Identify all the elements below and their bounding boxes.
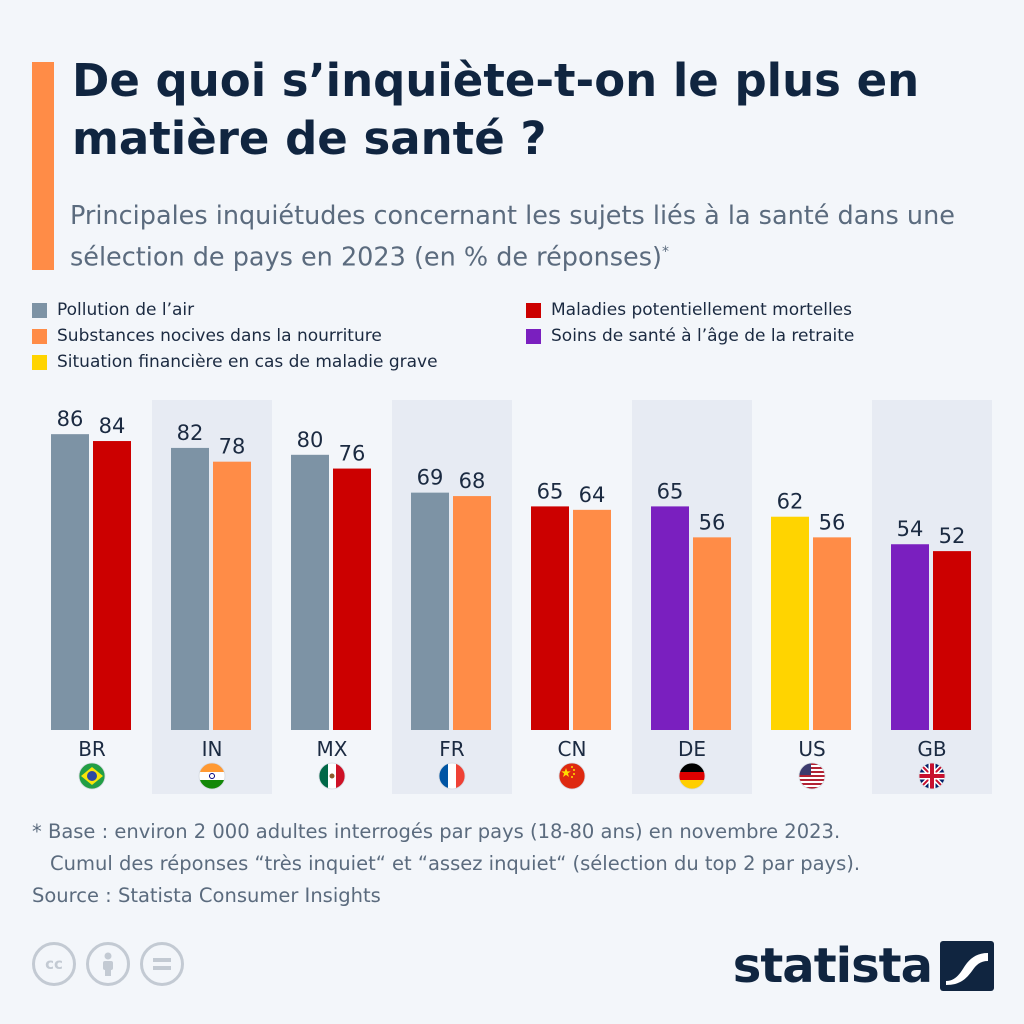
attribution-icon[interactable]: [86, 942, 130, 986]
legend-label: Maladies potentiellement mortelles: [551, 300, 853, 320]
germany-flag-icon: [678, 762, 706, 790]
column-band-fr: [392, 400, 512, 794]
bar-br-1: [51, 434, 89, 730]
usa-flag-icon: [798, 762, 826, 790]
bar-mx-2: [333, 468, 371, 730]
legend-swatch: [526, 328, 541, 344]
category-label-fr: FR: [439, 737, 465, 761]
chart-subtitle: Principales inquiétudes concernant les s…: [70, 198, 1010, 276]
statista-logo[interactable]: statista: [733, 938, 994, 994]
data-label-in-1: 82: [177, 421, 204, 445]
creative-commons-icon[interactable]: cc: [32, 942, 76, 986]
uk-flag-icon: [918, 762, 946, 790]
title-accent-bar: [32, 62, 54, 270]
legend-swatch: [32, 328, 47, 344]
legend-swatch: [32, 354, 47, 370]
chart-legend: Pollution de l’air Substances nocives da…: [32, 300, 992, 378]
data-label-cn-2: 64: [579, 483, 606, 507]
legend-item-deadly-diseases: Maladies potentiellement mortelles: [526, 300, 852, 320]
column-band-de: [632, 400, 752, 794]
data-label-us-2: 56: [819, 510, 846, 534]
data-label-mx-2: 76: [339, 442, 366, 466]
category-label-mx: MX: [317, 737, 348, 761]
bar-gb-2: [933, 551, 971, 730]
legend-item-harmful-food: Substances nocives dans la nourriture: [32, 326, 382, 346]
legend-label: Pollution de l’air: [57, 300, 195, 320]
bar-fr-1: [411, 492, 449, 730]
china-flag-icon: [558, 762, 586, 790]
footnote-source: Source : Statista Consumer Insights: [32, 884, 381, 907]
subtitle-footnote-mark: *: [661, 244, 669, 260]
legend-label: Soins de santé à l’âge de la retraite: [551, 326, 855, 346]
bar-cn-2: [573, 509, 611, 730]
column-band-gb: [872, 400, 992, 794]
category-label-gb: GB: [917, 737, 946, 761]
mexico-flag-icon: [318, 762, 346, 790]
footnote: * Base : environ 2 000 adultes interrogé…: [32, 816, 1012, 912]
bar-us-1: [771, 516, 809, 730]
data-label-de-1: 65: [657, 479, 684, 503]
data-label-fr-1: 69: [417, 466, 444, 490]
license-icons: cc: [32, 942, 184, 986]
column-band-in: [152, 400, 272, 794]
data-label-cn-1: 65: [537, 479, 564, 503]
bar-us-2: [813, 537, 851, 730]
legend-item-retirement-care: Soins de santé à l’âge de la retraite: [526, 326, 854, 346]
data-label-gb-1: 54: [897, 517, 924, 541]
category-label-de: DE: [678, 737, 706, 761]
category-label-cn: CN: [558, 737, 587, 761]
legend-item-air-pollution: Pollution de l’air: [32, 300, 194, 320]
india-flag-icon: [198, 762, 226, 790]
legend-item-financial: Situation financière en cas de maladie g…: [32, 352, 438, 372]
footnote-cumulative: Cumul des réponses “très inquiet“ et “as…: [50, 852, 861, 875]
bar-cn-1: [531, 506, 569, 730]
data-label-br-1: 86: [57, 407, 84, 431]
data-label-fr-2: 68: [459, 469, 486, 493]
legend-label: Situation financière en cas de maladie g…: [57, 352, 438, 372]
footnote-base: * Base : environ 2 000 adultes interrogé…: [32, 820, 841, 843]
brand-name: statista: [732, 938, 933, 994]
bar-in-1: [171, 447, 209, 730]
statista-logo-icon: [940, 941, 994, 991]
legend-swatch: [32, 302, 47, 318]
bar-fr-2: [453, 496, 491, 730]
data-label-de-2: 56: [699, 510, 726, 534]
data-label-br-2: 84: [99, 414, 126, 438]
brazil-flag-icon: [78, 762, 106, 790]
data-label-gb-2: 52: [939, 524, 966, 548]
data-label-us-1: 62: [777, 490, 804, 514]
category-label-br: BR: [78, 737, 106, 761]
legend-label: Substances nocives dans la nourriture: [57, 326, 382, 346]
bar-gb-1: [891, 544, 929, 730]
data-label-in-2: 78: [219, 435, 246, 459]
chart-title: De quoi s’inquiète-t-on le plus en matiè…: [72, 54, 920, 165]
category-label-us: US: [798, 737, 825, 761]
bar-mx-1: [291, 454, 329, 730]
data-label-mx-1: 80: [297, 428, 324, 452]
bar-de-2: [693, 537, 731, 730]
bar-in-2: [213, 461, 251, 730]
subtitle-text: Principales inquiétudes concernant les s…: [70, 201, 955, 273]
france-flag-icon: [438, 762, 466, 790]
no-derivatives-icon[interactable]: [140, 942, 184, 986]
legend-swatch: [526, 302, 541, 318]
category-label-in: IN: [202, 737, 223, 761]
bar-br-2: [93, 441, 131, 730]
bar-de-1: [651, 506, 689, 730]
